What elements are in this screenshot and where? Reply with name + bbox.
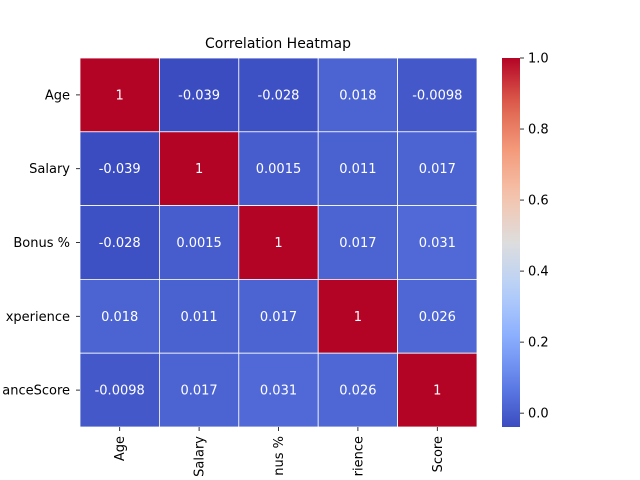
cell-annotation: 0.018 bbox=[339, 88, 376, 103]
heatmap-cell bbox=[238, 57, 319, 133]
colorbar-tick-label: 0.2 bbox=[528, 336, 549, 351]
cell-annotation: 0.031 bbox=[260, 384, 297, 399]
colorbar-tick-label: 0.6 bbox=[528, 194, 549, 209]
heatmap-cell bbox=[238, 131, 319, 207]
x-axis: Age Salary nus % rience Score bbox=[113, 427, 446, 477]
cell-annotation: 0.0015 bbox=[256, 162, 302, 177]
cell-annotation: -0.0098 bbox=[95, 384, 145, 399]
cell-annotation: -0.028 bbox=[258, 88, 300, 103]
x-tick-label: Age bbox=[113, 436, 128, 461]
cell-annotation: -0.039 bbox=[99, 162, 141, 177]
heatmap-cell bbox=[317, 278, 399, 354]
heatmap-cell bbox=[158, 352, 240, 428]
chart-title: Correlation Heatmap bbox=[205, 36, 351, 52]
cell-annotation: 0.017 bbox=[419, 162, 456, 177]
colorbar-gradient bbox=[502, 58, 520, 427]
y-tick-label: Age bbox=[45, 88, 70, 103]
cell-annotation: 0.026 bbox=[419, 310, 456, 325]
cell-annotation: -0.0098 bbox=[412, 88, 462, 103]
y-tick-label: Salary bbox=[29, 162, 70, 177]
cell-annotation: 0.0015 bbox=[176, 236, 222, 251]
x-tick-label: rience bbox=[351, 436, 366, 476]
cell-annotation: 1 bbox=[274, 236, 282, 251]
colorbar-tick-label: 0.4 bbox=[528, 265, 549, 280]
cell-annotation: -0.039 bbox=[178, 88, 220, 103]
cell-annotation: 0.017 bbox=[180, 384, 217, 399]
cell-annotation: 1 bbox=[195, 162, 203, 177]
y-tick-label: xperience bbox=[6, 310, 70, 325]
heatmap-cell bbox=[79, 131, 160, 207]
colorbar-tick-label: 1.0 bbox=[528, 52, 549, 67]
cell-annotation: 0.017 bbox=[339, 236, 376, 251]
cell-annotation: 0.017 bbox=[260, 310, 297, 325]
x-tick-label: Salary bbox=[193, 436, 208, 477]
cell-annotations: 1 -0.039 -0.028 0.018 -0.0098 -0.039 1 0.0015 0.… bbox=[95, 88, 463, 398]
cell-annotation: 0.031 bbox=[419, 236, 456, 251]
x-tick-label: Score bbox=[431, 436, 446, 472]
heatmap-cell bbox=[238, 352, 319, 428]
y-tick-label: anceScore bbox=[2, 384, 70, 399]
heatmap-cell bbox=[238, 205, 319, 280]
heatmap-cell bbox=[397, 352, 478, 428]
heatmap-cells bbox=[79, 57, 478, 428]
heatmap-cell bbox=[317, 57, 399, 133]
y-tick-label: Bonus % bbox=[13, 236, 70, 251]
colorbar-tick-label: 0.8 bbox=[528, 123, 549, 138]
heatmap-cell bbox=[397, 205, 478, 280]
cell-annotation: 0.018 bbox=[101, 310, 138, 325]
heatmap-cell bbox=[158, 278, 240, 354]
heatmap-cell bbox=[397, 57, 478, 133]
heatmap-cell bbox=[238, 278, 319, 354]
cell-annotation: 0.026 bbox=[339, 384, 376, 399]
heatmap-cell bbox=[158, 205, 240, 280]
colorbar-tick-label: 0.0 bbox=[528, 407, 549, 422]
heatmap-cell bbox=[397, 131, 478, 207]
cell-annotation: 1 bbox=[116, 88, 124, 103]
colorbar: 0.0 0.2 0.4 0.6 0.8 1.0 bbox=[502, 52, 549, 427]
cell-annotation: 1 bbox=[433, 384, 441, 399]
cell-annotation: 1 bbox=[354, 310, 362, 325]
cell-annotation: -0.028 bbox=[99, 236, 141, 251]
heatmap-cell bbox=[79, 352, 160, 428]
heatmap-cell bbox=[158, 57, 240, 133]
heatmap-cell bbox=[79, 57, 160, 133]
y-axis: Age Salary Bonus % xperience anceScore bbox=[2, 88, 80, 399]
cell-annotation: 0.011 bbox=[339, 162, 376, 177]
heatmap-cell bbox=[317, 205, 399, 280]
cell-annotation: 0.011 bbox=[180, 310, 217, 325]
x-tick-label: nus % bbox=[272, 436, 287, 476]
heatmap-cell bbox=[397, 278, 478, 354]
